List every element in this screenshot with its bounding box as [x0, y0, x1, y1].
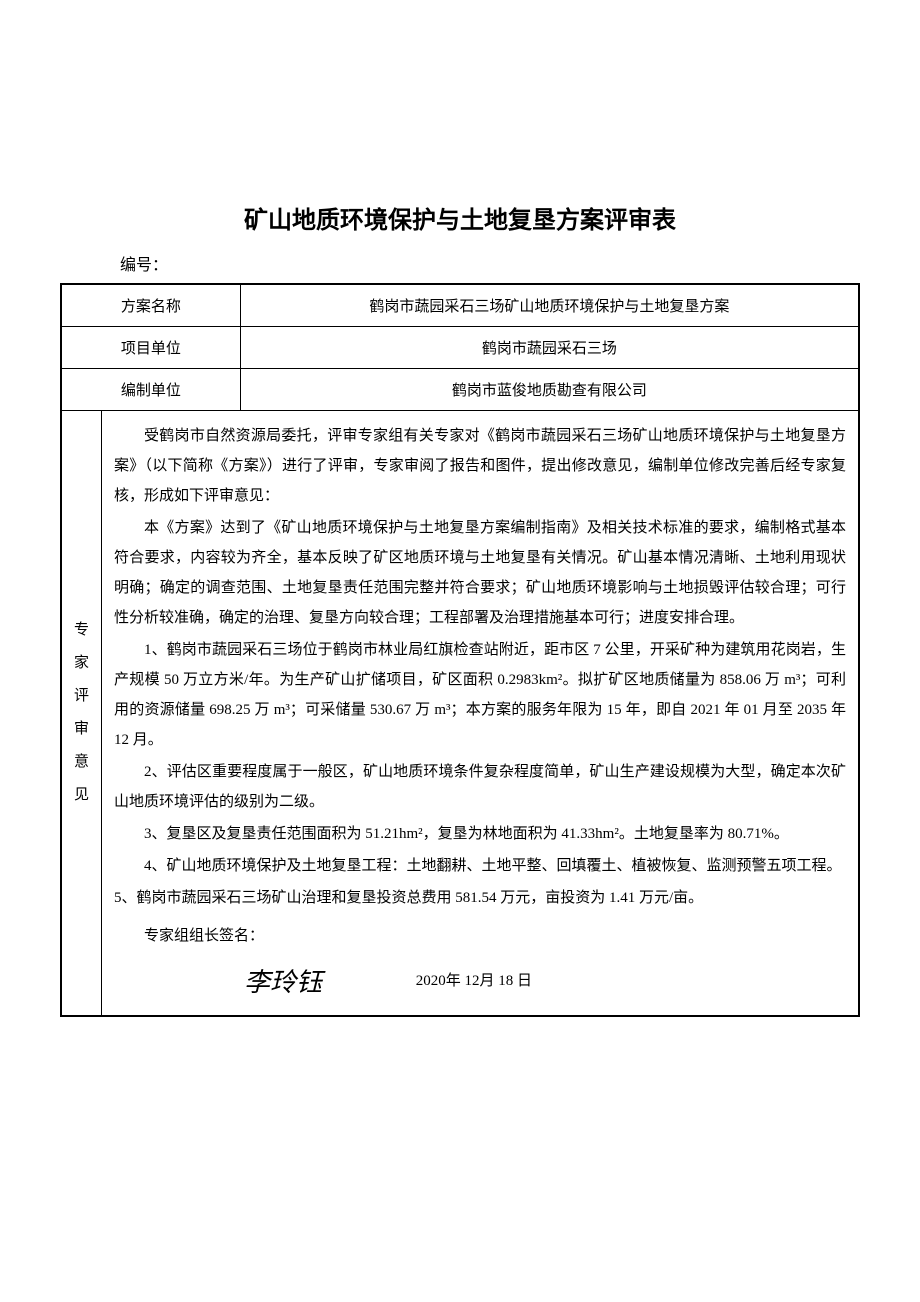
compile-unit-value: 鹤岗市蓝俊地质勘查有限公司 — [240, 369, 859, 411]
opinion-vertical-label: 专 家 评 审 意 见 — [61, 411, 102, 1017]
signature-name: 李玲钰 — [214, 957, 322, 1009]
opinion-p7: 5、鹤岗市蔬园采石三场矿山治理和复垦投资总费用 581.54 万元，亩投资为 1… — [114, 883, 846, 913]
vertical-char-1: 专 — [74, 614, 89, 647]
vertical-char-2: 家 — [74, 647, 89, 680]
opinion-p3: 1、鹤岗市蔬园采石三场位于鹤岗市林业局红旗检查站附近，距市区 7 公里，开采矿种… — [114, 635, 846, 755]
project-unit-row: 项目单位 鹤岗市蔬园采石三场 — [61, 327, 859, 369]
plan-name-label: 方案名称 — [61, 284, 240, 327]
opinion-p6: 4、矿山地质环境保护及土地复垦工程：土地翻耕、土地平整、回填覆土、植被恢复、监测… — [114, 851, 846, 881]
plan-name-value: 鹤岗市蔬园采石三场矿山地质环境保护与土地复垦方案 — [240, 284, 859, 327]
review-table: 方案名称 鹤岗市蔬园采石三场矿山地质环境保护与土地复垦方案 项目单位 鹤岗市蔬园… — [60, 283, 860, 1017]
vertical-char-6: 见 — [74, 779, 89, 812]
vertical-char-3: 评 — [74, 680, 89, 713]
opinion-p4: 2、评估区重要程度属于一般区，矿山地质环境条件复杂程度简单，矿山生产建设规模为大… — [114, 757, 846, 817]
opinion-p2: 本《方案》达到了《矿山地质环境保护与土地复垦方案编制指南》及相关技术标准的要求，… — [114, 513, 846, 633]
opinion-p1: 受鹤岗市自然资源局委托，评审专家组有关专家对《鹤岗市蔬园采石三场矿山地质环境保护… — [114, 421, 846, 511]
project-unit-value: 鹤岗市蔬园采石三场 — [240, 327, 859, 369]
document-title: 矿山地质环境保护与土地复垦方案评审表 — [60, 200, 860, 235]
signature-date: 2020年 12月 18 日 — [386, 966, 532, 996]
opinion-row: 专 家 评 审 意 见 受鹤岗市自然资源局委托，评审专家组有关专家对《鹤岗市蔬园… — [61, 411, 859, 1017]
signature-label: 专家组组长签名： — [144, 928, 264, 944]
document-number-label: 编号： — [120, 251, 860, 275]
compile-unit-label: 编制单位 — [61, 369, 240, 411]
plan-name-row: 方案名称 鹤岗市蔬园采石三场矿山地质环境保护与土地复垦方案 — [61, 284, 859, 327]
project-unit-label: 项目单位 — [61, 327, 240, 369]
vertical-char-4: 审 — [74, 713, 89, 746]
opinion-content: 受鹤岗市自然资源局委托，评审专家组有关专家对《鹤岗市蔬园采石三场矿山地质环境保护… — [102, 411, 859, 1017]
vertical-char-5: 意 — [74, 746, 89, 779]
compile-unit-row: 编制单位 鹤岗市蓝俊地质勘查有限公司 — [61, 369, 859, 411]
opinion-p5: 3、复垦区及复垦责任范围面积为 51.21hm²，复垦为林地面积为 41.33h… — [114, 819, 846, 849]
signature-row: 专家组组长签名： 李玲钰 2020年 12月 18 日 — [114, 921, 846, 1003]
